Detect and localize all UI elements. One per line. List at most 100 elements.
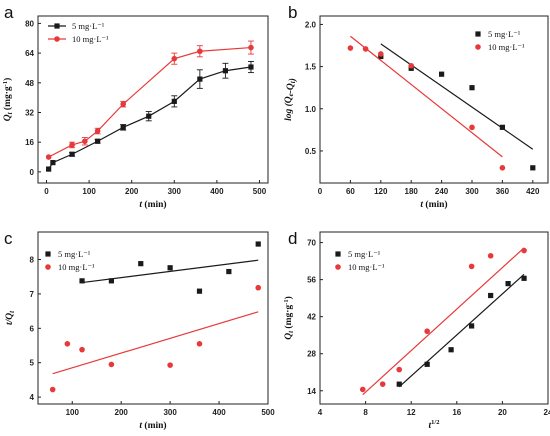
series-5mg [79,241,261,294]
data-point [255,241,261,247]
y-tick-label: 56 [307,276,316,285]
data-point [439,71,445,77]
y-tick-label: 2.0 [305,20,317,29]
panel-letter: b [288,3,297,22]
legend: 5 mg·L⁻¹ 10 mg·L⁻¹ [475,29,525,52]
data-point [108,361,115,368]
data-point [505,281,511,287]
y-axis-label: Qt (mg·g-1) [283,296,295,340]
x-axis-label: t1/2 [429,419,440,431]
x-tick-label: 300 [168,187,182,196]
legend-label: 10 mg·L⁻¹ [348,262,385,272]
y-tick-label: 48 [25,79,34,88]
x-tick-label: 500 [253,187,267,196]
legend-label: 5 mg·L⁻¹ [488,29,521,39]
plot-frame [37,15,269,184]
data-point [521,247,527,254]
x-tick-label: 360 [496,187,510,196]
data-point [167,362,173,368]
data-point [248,64,254,70]
data-point [521,275,527,281]
x-tick-label: 300 [465,187,479,196]
legend-marker [45,264,51,270]
data-point [120,101,126,107]
chart-panel-a: 0 100 200 300 400 500 0 16 32 48 64 80 t (min) Qt (mg… [2,3,269,210]
data-point [468,263,475,270]
x-tick-label: 240 [435,187,449,196]
data-point [408,62,415,69]
plot-frame [319,231,549,405]
data-point [45,154,52,160]
data-point [424,328,430,335]
data-point [79,278,85,284]
legend-marker [335,264,341,270]
legend-marker [54,23,60,29]
x-tick-label: 200 [125,187,139,196]
y-tick-label: 70 [307,239,316,248]
data-point [424,361,430,367]
data-point [248,44,254,51]
data-point [396,366,403,373]
x-axis-label: t (min) [139,199,166,210]
series-10mg [45,40,254,160]
legend-label: 5 mg·L⁻¹ [58,249,91,259]
data-point [226,268,232,275]
data-point [488,292,494,299]
x-tick-label: 100 [66,408,80,417]
fit-line [81,259,259,284]
data-point [120,124,126,130]
plot-frame [319,15,549,184]
data-point [222,68,229,74]
data-point [171,98,177,104]
data-point [138,261,144,267]
series-line [48,46,252,158]
legend-marker [335,251,341,257]
x-tick-label: 0 [318,187,323,196]
data-point [196,341,203,347]
data-point [359,386,366,393]
y-axis-label: Qt (mg·g-1) [2,78,14,122]
legend-label: 5 mg·L⁻¹ [72,21,105,31]
legend: 5 mg·L⁻¹ 10 mg·L⁻¹ [48,21,109,44]
data-point [64,341,71,347]
x-tick-label: 180 [405,187,419,196]
data-point [469,85,475,91]
series-10mg [347,35,506,171]
y-tick-label: 14 [307,387,316,396]
data-point [378,51,384,57]
y-tick-label: 5 [30,359,35,368]
y-tick-label: 0 [30,168,35,177]
fit-line [350,35,503,158]
legend-label: 10 mg·L⁻¹ [488,42,525,52]
x-tick-label: 24 [544,408,550,417]
x-tick-label: 100 [82,187,96,196]
data-point [448,347,454,353]
series-5mg [46,61,254,172]
data-point [530,165,536,171]
data-point [255,284,262,291]
data-point [197,48,203,55]
x-tick-label: 120 [374,187,388,196]
data-point [396,381,402,387]
data-point [469,124,475,131]
y-tick-label: 8 [30,256,35,265]
legend-label: 10 mg·L⁻¹ [72,34,109,44]
x-tick-label: 60 [346,187,355,196]
fit-line [362,247,525,396]
legend-marker [54,36,60,42]
x-tick-label: 0 [44,187,49,196]
x-tick-label: 8 [363,408,368,417]
y-tick-label: 6 [30,324,35,333]
data-point [82,138,88,145]
y-axis-label: log (Qe-Qt) [283,78,298,121]
data-point [79,346,85,353]
fit-line [52,311,259,375]
data-point [94,128,101,134]
legend-marker [475,31,481,37]
x-tick-label: 300 [163,408,177,417]
x-tick-label: 20 [498,408,507,417]
data-point [499,124,505,130]
data-point [379,381,386,387]
y-tick-label: 28 [307,350,316,359]
